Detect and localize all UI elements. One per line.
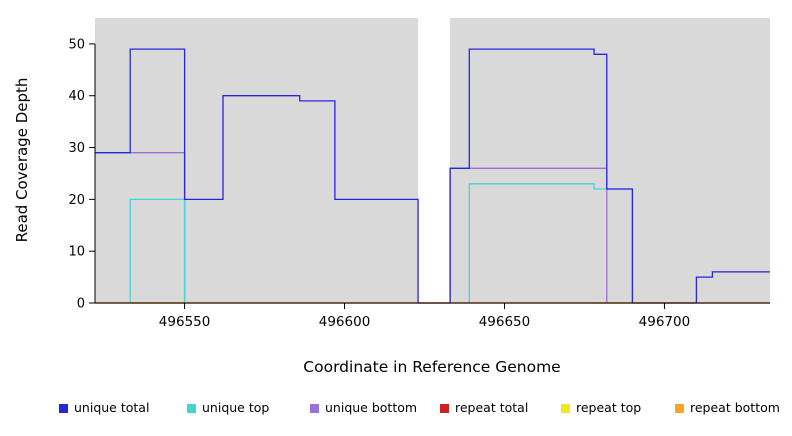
legend-swatch-unique-bottom [310,404,319,413]
legend-label-unique-total: unique total [74,400,149,415]
x-axis-title: Coordinate in Reference Genome [303,358,560,376]
x-tick-label: 496550 [159,314,211,330]
legend-item-repeat-top: repeat top [561,400,641,415]
legend-label-unique-bottom: unique bottom [325,400,417,415]
chart-legend: unique total unique top unique bottom repea… [59,400,780,415]
y-tick-label: 0 [77,297,85,312]
legend-swatch-repeat-bottom [675,404,684,413]
legend-swatch-unique-top [187,404,196,413]
legend-label-repeat-bottom: repeat bottom [690,400,780,415]
series-unique-top-line [129,198,186,303]
legend-item-repeat-total: repeat total [440,400,528,415]
y-tick-label: 30 [68,141,85,156]
x-tick-label: 496600 [319,314,371,330]
coverage-gap-band [418,10,451,303]
chart-layers: 0 10 20 30 40 50 496550 496600 496650 496700 [68,10,770,330]
legend-swatch-repeat-total [440,404,449,413]
legend-item-repeat-bottom: repeat bottom [675,400,780,415]
y-axis-title: Read Coverage Depth [13,78,31,243]
legend-label-unique-top: unique top [202,400,269,415]
legend-label-repeat-total: repeat total [455,400,528,415]
legend-label-repeat-top: repeat top [576,400,641,415]
legend-item-unique-bottom: unique bottom [310,400,417,415]
y-tick-label: 20 [68,193,85,208]
y-tick-label: 10 [68,245,85,260]
y-tick-label: 50 [68,37,85,52]
legend-item-unique-top: unique top [187,400,269,415]
legend-swatch-unique-total [59,404,68,413]
legend-item-unique-total: unique total [59,400,149,415]
legend-swatch-repeat-top [561,404,570,413]
x-tick-label: 496700 [639,314,691,330]
x-tick-label: 496650 [479,314,531,330]
y-tick-label: 40 [68,89,85,104]
